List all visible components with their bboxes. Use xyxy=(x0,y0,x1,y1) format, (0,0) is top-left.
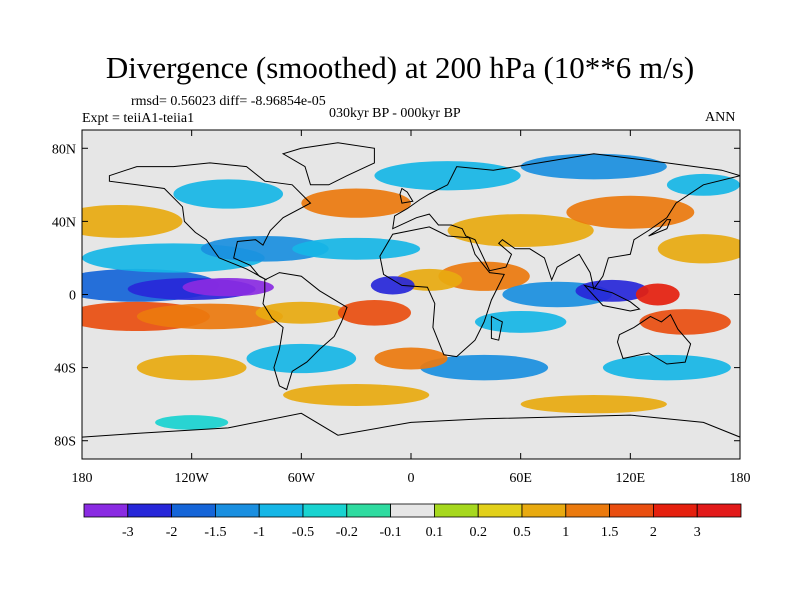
coastline-uk xyxy=(399,187,414,204)
colorbar-box xyxy=(302,503,348,518)
colorbar-label: -2 xyxy=(166,525,178,540)
colorbar-box xyxy=(609,503,654,518)
colorbar-box xyxy=(477,503,523,518)
field-contour-16 xyxy=(82,204,183,238)
period-label: 030kyr BP - 000kyr BP xyxy=(329,106,461,121)
field-contour-4 xyxy=(200,236,329,262)
colorbar-box xyxy=(521,503,567,518)
field-contour-18 xyxy=(447,214,594,247)
rmsd-stats: rmsd= 0.56023 diff= -8.96854e-05 xyxy=(131,94,326,109)
x-tick-label: 120W xyxy=(175,471,210,486)
field-contour-25 xyxy=(420,354,549,381)
colorbar-label: 1 xyxy=(562,525,569,540)
plot-title: Divergence (smoothed) at 200 hPa (10**6 … xyxy=(105,50,695,85)
colorbar-box xyxy=(127,503,173,518)
colorbar-label: 1.5 xyxy=(601,525,619,540)
colorbar-label: 0.5 xyxy=(513,525,531,540)
x-tick-label: 0 xyxy=(408,471,415,486)
colorbar-box xyxy=(390,503,435,518)
colorbar-labels: -3 -2 -1.5 -1 -0.5 -0.2 -0.1 0.1 0.2 0.5 1 1.5 2 3 xyxy=(122,525,701,540)
colorbar-box xyxy=(258,503,304,518)
colorbar-label: 0.2 xyxy=(469,525,487,540)
colorbar-label: 3 xyxy=(694,525,701,540)
colorbar-box xyxy=(433,503,479,518)
field-contour-26 xyxy=(602,354,731,381)
y-tick-label: 40S xyxy=(54,362,76,377)
field-contour-28 xyxy=(474,310,567,333)
colorbar-box xyxy=(83,503,129,518)
coastline-antarctica xyxy=(82,412,740,438)
coastline-south-america xyxy=(262,272,348,391)
field-contour-24 xyxy=(246,343,357,374)
coastline-africa xyxy=(379,226,505,358)
field-contour-14 xyxy=(635,283,680,306)
field-contour-5 xyxy=(292,237,421,260)
field-contour-8 xyxy=(255,301,348,324)
colorbar-label: 0.1 xyxy=(426,525,444,540)
field-contour-9 xyxy=(337,299,412,326)
field-contour-13 xyxy=(575,279,649,302)
y-tick-label: 0 xyxy=(69,289,76,304)
field-contour-27 xyxy=(136,354,247,381)
colorbar-box xyxy=(171,503,216,518)
colorbar-label: -0.1 xyxy=(380,525,402,540)
y-tick-label: 40N xyxy=(52,215,76,230)
field-contour-32 xyxy=(155,415,229,430)
field-contour-2 xyxy=(182,278,274,297)
field-contour-30 xyxy=(283,384,430,406)
field-contour-20 xyxy=(657,234,740,264)
field-contour-22 xyxy=(374,161,521,191)
colorbar-label: -0.2 xyxy=(336,525,358,540)
field-contour-31 xyxy=(520,395,667,414)
season-label: ANN xyxy=(705,110,736,125)
field-contour-34 xyxy=(370,276,415,295)
colorbar-box xyxy=(653,503,698,518)
field-contour-21 xyxy=(173,179,284,209)
colorbar-label: -1.5 xyxy=(204,525,226,540)
coastline-japan xyxy=(648,219,672,237)
colorbar-label: -0.5 xyxy=(292,525,314,540)
x-tick-label: 60E xyxy=(509,471,532,486)
coastline-north-america xyxy=(108,162,312,281)
coastline-greenland xyxy=(281,142,375,186)
coastlines xyxy=(82,142,740,438)
coastline-madagascar xyxy=(490,315,503,341)
x-tick-label: 120E xyxy=(616,471,646,486)
y-axis: 80N 40N 0 40S 80S xyxy=(52,142,740,450)
x-tick-label: 180 xyxy=(730,471,751,486)
x-tick-label: 60W xyxy=(288,471,316,486)
experiment-label: Expt = teiiA1-teiia1 xyxy=(82,111,195,126)
x-tick-label: 180 xyxy=(72,471,93,486)
colorbar-box xyxy=(696,503,742,518)
y-tick-label: 80S xyxy=(54,435,76,450)
colorbar-boxes xyxy=(83,503,742,518)
coastline-indonesia xyxy=(583,284,641,312)
field-contour-29 xyxy=(374,347,448,370)
field-contour-10 xyxy=(438,261,530,291)
y-tick-label: 80N xyxy=(52,142,76,157)
colorbar-label: -3 xyxy=(122,525,134,540)
field-contour-15 xyxy=(639,309,731,335)
x-axis: 180 120W 60W 0 60E 120E 180 xyxy=(72,130,751,486)
colorbar-label: 2 xyxy=(650,525,657,540)
colorbar-box xyxy=(346,503,391,518)
field-contour-7 xyxy=(136,303,284,330)
field-contour-17 xyxy=(301,188,411,218)
divergence-field xyxy=(82,153,740,430)
coastline-australia xyxy=(616,313,692,365)
colorbar-box xyxy=(214,503,260,518)
colorbar-box xyxy=(565,503,610,518)
colorbar-label: -1 xyxy=(253,525,265,540)
coastline-eurasia xyxy=(392,153,740,291)
